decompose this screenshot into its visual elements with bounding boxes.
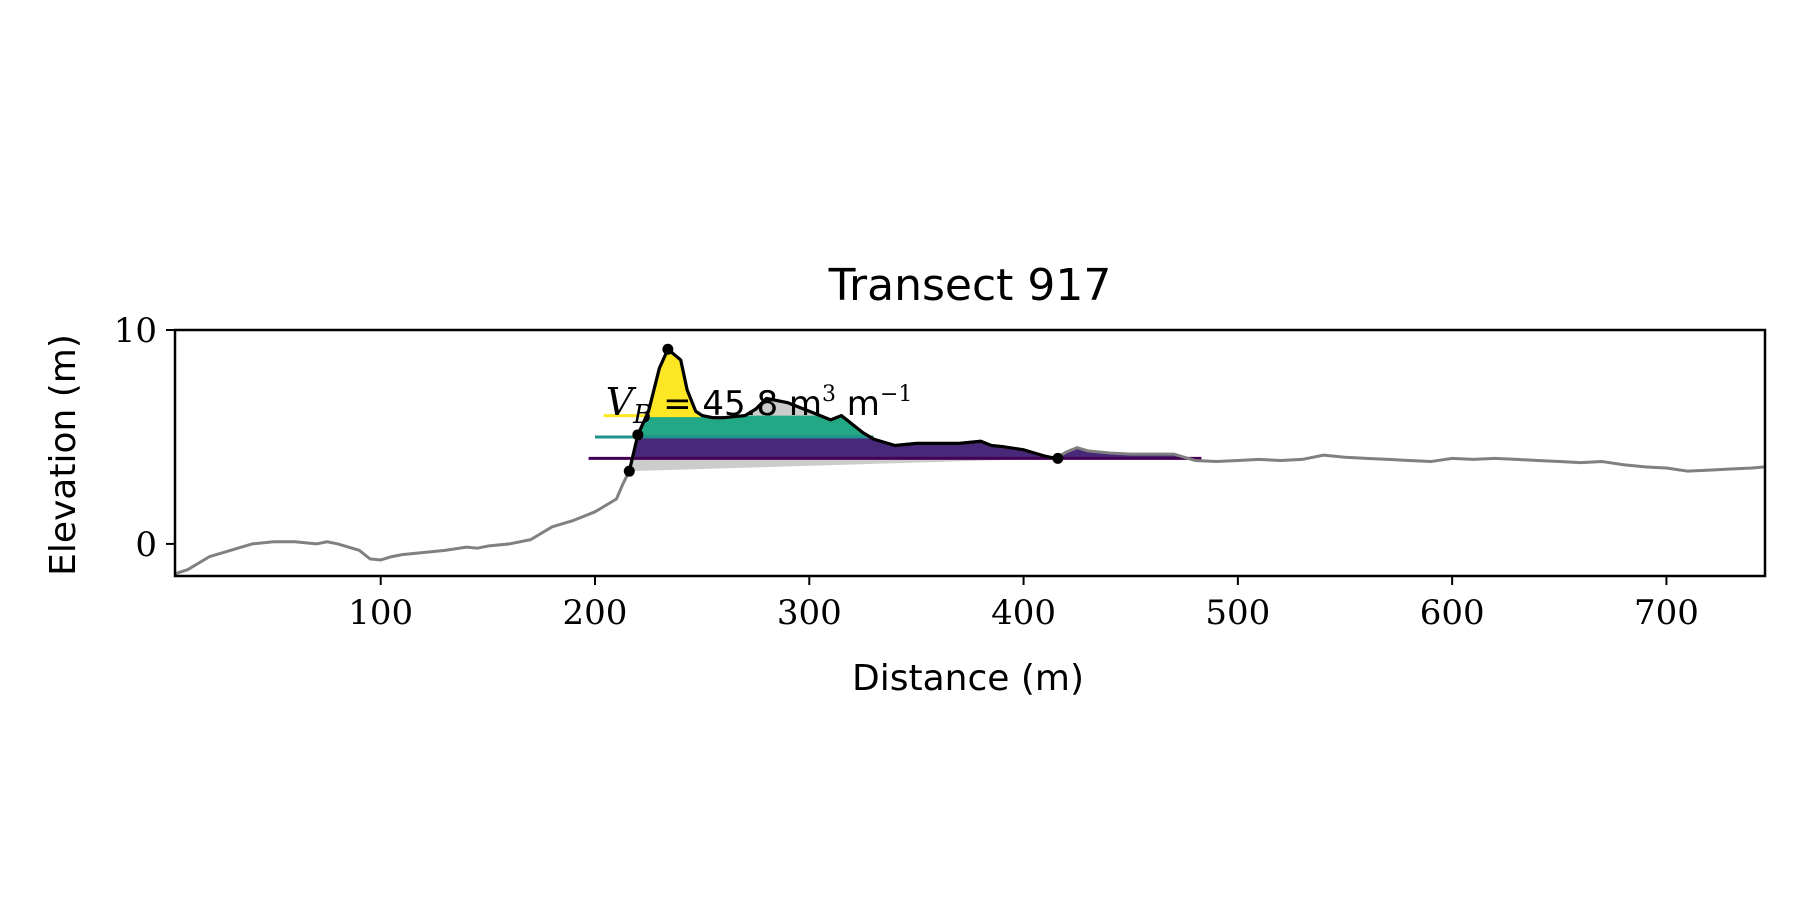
dune-outline xyxy=(627,347,1057,472)
y-tick-label: 10 xyxy=(114,311,157,351)
x-tick-label: 100 xyxy=(348,593,413,633)
y-axis-label: Elevation (m) xyxy=(43,334,84,576)
annotation-exponent-2: −1 xyxy=(880,382,912,407)
x-tick-label: 500 xyxy=(1205,593,1270,633)
chart-title: Transect 917 xyxy=(828,260,1112,311)
band-low xyxy=(629,436,1202,459)
dune-heel-point xyxy=(1052,452,1064,464)
x-axis: 100 200 300 400 500 600 700 xyxy=(348,576,1699,633)
annotation-symbol: V xyxy=(606,380,637,424)
band-high xyxy=(629,349,703,416)
annotation-value: = 45.8 m xyxy=(652,384,822,424)
volume-annotation: VB = 45.8 m3 m−1 xyxy=(606,380,913,430)
profile-line xyxy=(175,347,1765,576)
annotation-subscript: B xyxy=(632,400,652,430)
y-axis: 0 10 xyxy=(114,311,175,565)
plot-frame xyxy=(173,328,1767,578)
level-marker-point xyxy=(632,429,644,441)
annotation-exponent-1: 3 xyxy=(822,382,836,407)
x-tick-label: 200 xyxy=(563,593,628,633)
x-tick-label: 600 xyxy=(1420,593,1485,633)
x-tick-label: 700 xyxy=(1634,593,1699,633)
x-tick-label: 300 xyxy=(777,593,842,633)
x-tick-label: 400 xyxy=(991,593,1056,633)
x-axis-label: Distance (m) xyxy=(852,658,1084,699)
dune-toe-point xyxy=(623,465,635,477)
plot-area xyxy=(175,343,1765,576)
annotation-unit: m xyxy=(836,384,880,424)
dune-crest-point xyxy=(662,343,674,355)
annotation-text: VB = 45.8 m3 m−1 xyxy=(606,380,913,430)
y-tick-label: 0 xyxy=(135,525,157,565)
band-mid xyxy=(629,415,874,437)
